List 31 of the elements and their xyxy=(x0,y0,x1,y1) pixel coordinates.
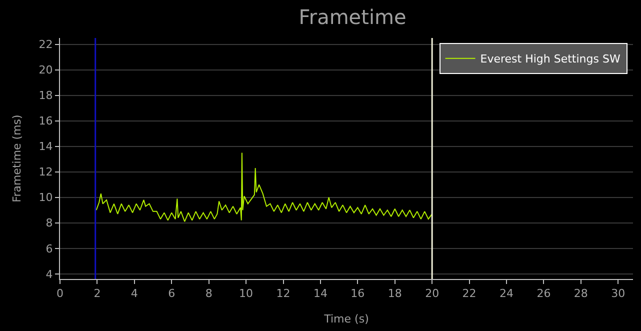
x-tick-label: 2 xyxy=(94,287,101,300)
legend-label: Everest High Settings SW xyxy=(480,52,620,66)
x-tick-label: 4 xyxy=(130,287,138,300)
chart-title: Frametime xyxy=(298,4,406,29)
y-tick-label: 22 xyxy=(38,38,53,52)
y-tick-label: 16 xyxy=(38,114,53,128)
x-tick-label: 8 xyxy=(205,287,212,300)
x-tick-label: 6 xyxy=(168,287,176,300)
y-tick-label: 6 xyxy=(46,242,53,256)
x-tick-label: 12 xyxy=(276,287,290,300)
x-tick-label: 24 xyxy=(499,287,514,300)
x-tick-label: 0 xyxy=(56,287,64,300)
x-tick-label: 18 xyxy=(388,287,402,300)
y-tick-label: 18 xyxy=(38,89,53,102)
x-tick-label: 16 xyxy=(350,287,365,300)
x-tick-label: 10 xyxy=(239,287,254,300)
y-tick-label: 4 xyxy=(46,268,53,281)
x-tick-label: 28 xyxy=(574,287,588,300)
x-axis-title: Time (s) xyxy=(323,312,369,326)
x-tick-label: 20 xyxy=(425,287,440,300)
y-axis-title: Frametime (ms) xyxy=(10,114,24,202)
line-series xyxy=(96,152,433,222)
x-tick-label: 30 xyxy=(611,287,626,300)
y-tick-label: 10 xyxy=(38,191,53,204)
x-tick-label: 26 xyxy=(536,287,551,300)
y-tick-label: 12 xyxy=(38,166,53,179)
y-tick-label: 8 xyxy=(46,216,53,230)
x-tick-label: 22 xyxy=(462,287,476,300)
y-tick-label: 14 xyxy=(38,140,53,154)
y-tick-label: 20 xyxy=(38,64,53,77)
x-tick-label: 14 xyxy=(313,287,328,300)
